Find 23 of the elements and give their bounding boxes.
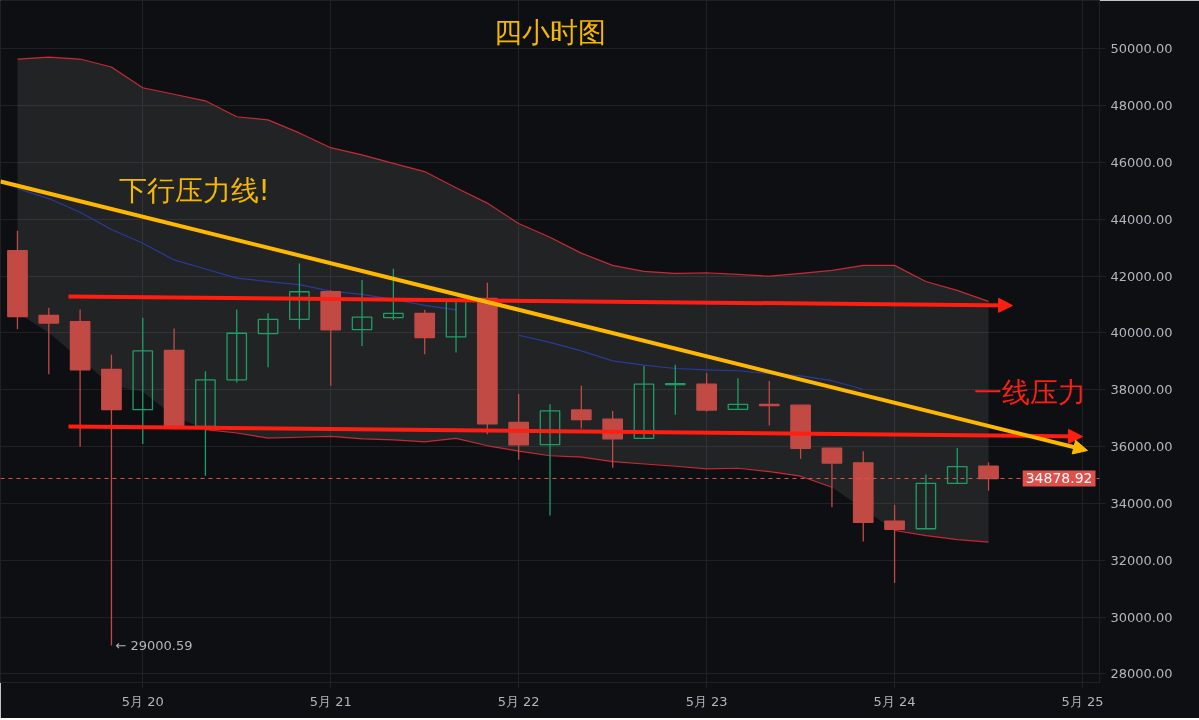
annotation: 一线压力 bbox=[973, 376, 1086, 409]
ref-line-label: 34878.92 bbox=[1025, 470, 1093, 487]
x-tick-label: 5月 24 bbox=[873, 693, 916, 709]
x-tick-label: 5月 20 bbox=[121, 693, 164, 709]
y-tick-label: 42000.00 bbox=[1110, 268, 1173, 284]
y-tick-label: 36000.00 bbox=[1110, 439, 1173, 455]
y-tick-label: 28000.00 bbox=[1110, 666, 1173, 682]
y-tick-label: 38000.00 bbox=[1110, 382, 1173, 398]
x-tick-label: 5月 23 bbox=[685, 693, 728, 709]
y-tick-label: 34000.00 bbox=[1110, 495, 1173, 511]
x-tick-label: 5月 21 bbox=[309, 693, 352, 709]
annotation: 下行压力线! bbox=[118, 174, 270, 207]
y-tick-label: 40000.00 bbox=[1110, 325, 1173, 341]
y-tick-label: 32000.00 bbox=[1110, 552, 1173, 568]
x-tick-label: 5月 22 bbox=[497, 693, 540, 709]
y-tick-label: 50000.00 bbox=[1110, 41, 1173, 57]
text: 四小时图 bbox=[494, 16, 606, 49]
y-tick-label: 44000.00 bbox=[1110, 211, 1173, 227]
y-tick-label: 46000.00 bbox=[1110, 154, 1173, 170]
y-tick-label: 30000.00 bbox=[1110, 609, 1173, 625]
y-tick-label: 48000.00 bbox=[1110, 98, 1173, 114]
x-tick-label: 5月 25 bbox=[1061, 693, 1104, 709]
annotation: ← 29000.59 bbox=[115, 638, 193, 654]
